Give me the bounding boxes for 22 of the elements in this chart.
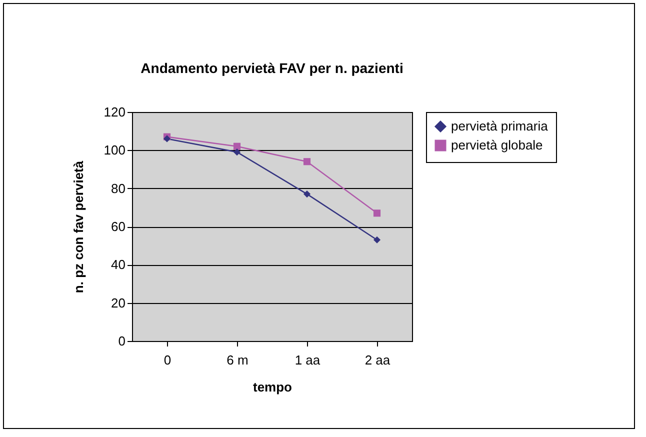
y-tick-label: 60 (111, 219, 126, 234)
y-tick-label: 20 (111, 295, 126, 310)
point (373, 236, 381, 244)
y-tick-label: 80 (111, 180, 126, 196)
x-tick-label: 0 (164, 352, 172, 368)
point (233, 142, 241, 150)
x-axis-title: tempo (253, 380, 292, 394)
point (373, 210, 381, 217)
chart-title: Andamento pervietà FAV per n. pazienti (140, 60, 404, 76)
y-axis-title: n. pz con fav pervietà (70, 160, 86, 294)
x-tick-label: 1 aa (294, 352, 321, 368)
y-tick-label: 100 (104, 142, 126, 158)
x-tick-label: 6 m (226, 352, 248, 368)
y-tick-label: 40 (111, 257, 126, 272)
point (303, 190, 311, 198)
legend-label: pervietà primaria (451, 118, 549, 134)
y-tick-label: 120 (104, 104, 126, 120)
legend-label: pervietà globale (451, 138, 543, 152)
y-tick-label: 0 (118, 334, 126, 348)
point (233, 148, 241, 156)
point (303, 158, 311, 166)
x-tick-label: 2 aa (364, 352, 391, 368)
